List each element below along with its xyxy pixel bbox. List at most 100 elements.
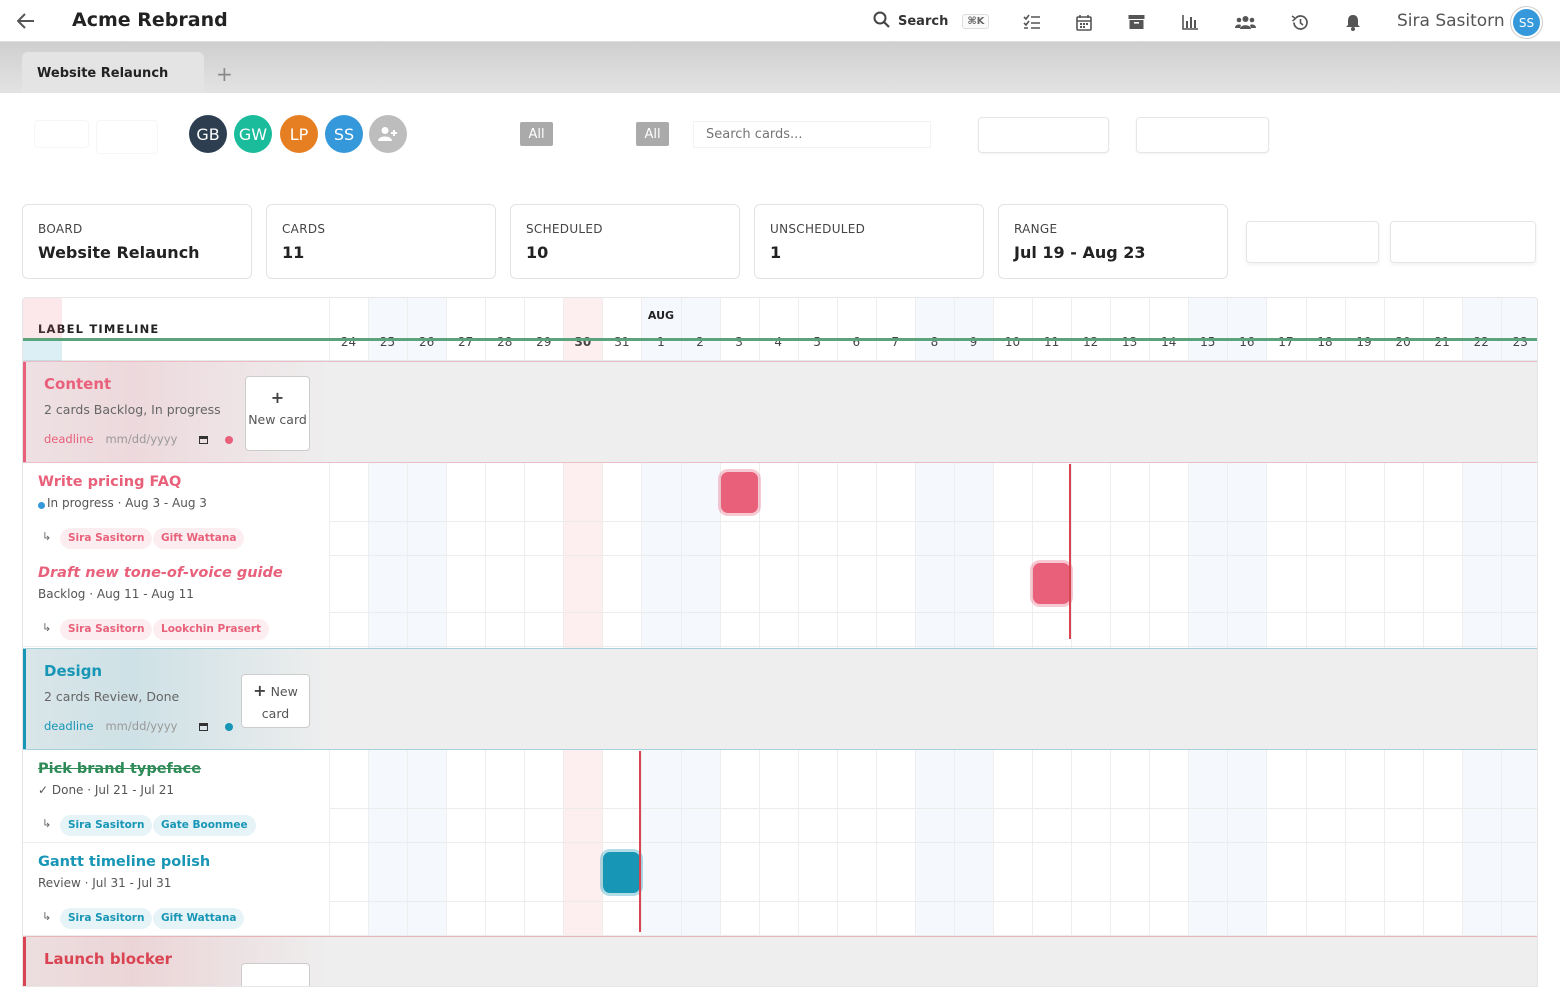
task-name[interactable]: Gantt timeline polish bbox=[38, 854, 211, 870]
assignee-tag[interactable]: Sira Sasitorn bbox=[60, 528, 153, 549]
history-icon[interactable] bbox=[1290, 12, 1310, 32]
stat-value: 1 bbox=[770, 243, 782, 262]
stat-key: CARDS bbox=[282, 222, 326, 236]
member-avatar[interactable]: GW bbox=[234, 115, 272, 153]
add-tab-button[interactable]: + bbox=[216, 62, 233, 86]
stat-value: Jul 19 - Aug 23 bbox=[1014, 243, 1146, 262]
new-card-button[interactable]: + New card bbox=[245, 376, 310, 451]
assignee-tag[interactable]: Sira Sasitorn bbox=[60, 619, 153, 640]
subtask-arrow-icon: ↳ bbox=[42, 910, 52, 923]
export-button-1[interactable] bbox=[1246, 221, 1379, 263]
task-name[interactable]: Write pricing FAQ bbox=[38, 474, 182, 490]
new-card-button[interactable]: + New card bbox=[241, 674, 310, 728]
lane-title: Design bbox=[44, 662, 103, 680]
tag-row: ↳ Sira Sasitorn Gift Wattana bbox=[23, 901, 329, 935]
day-column bbox=[329, 298, 368, 986]
stat-card-scheduled: SCHEDULED 10 bbox=[510, 204, 740, 279]
lane-color-dot bbox=[225, 723, 233, 731]
board-tab-strip: Website Relaunch + bbox=[0, 42, 1560, 93]
chart-icon[interactable] bbox=[1180, 12, 1200, 32]
day-column bbox=[1344, 298, 1384, 986]
day-number: 7 bbox=[891, 335, 900, 349]
new-card-label: New card bbox=[248, 412, 307, 427]
label-filter-pill[interactable]: All bbox=[636, 122, 669, 146]
deadline-date-input[interactable]: mm/dd/yyyy bbox=[105, 719, 178, 733]
search-button[interactable]: Search ⌘K bbox=[873, 11, 990, 32]
archive-icon[interactable] bbox=[1126, 12, 1146, 32]
day-number: 1 bbox=[657, 335, 665, 349]
day-column bbox=[1266, 298, 1305, 986]
stat-card-cards: CARDS 11 bbox=[266, 204, 496, 279]
team-icon[interactable] bbox=[1234, 12, 1256, 32]
tag-row: ↳ Sira Sasitorn Gift Wattana bbox=[23, 521, 329, 555]
plus-icon: + bbox=[270, 388, 285, 407]
stat-card-board: BOARD Website Relaunch bbox=[22, 204, 252, 279]
checklist-icon[interactable] bbox=[1022, 12, 1042, 32]
assignee-tag[interactable]: Gift Wattana bbox=[153, 908, 245, 929]
member-filter-pill[interactable]: All bbox=[520, 122, 553, 146]
row-divider bbox=[23, 646, 1537, 647]
day-column bbox=[485, 298, 524, 986]
member-avatar[interactable]: LP bbox=[280, 115, 318, 153]
toolbar-action-button-1[interactable] bbox=[978, 117, 1109, 153]
lane-design: Design 2 cards Review, Done deadline mm/dd/… bbox=[23, 648, 1537, 750]
lane-title: Content bbox=[44, 375, 112, 393]
bell-icon[interactable] bbox=[1343, 12, 1363, 32]
assignee-tag[interactable]: Sira Sasitorn bbox=[60, 815, 153, 836]
lane-deadline[interactable]: deadline mm/dd/yyyy bbox=[44, 432, 178, 446]
calendar-picker-icon[interactable] bbox=[199, 723, 208, 731]
subtask-arrow-icon: ↳ bbox=[42, 621, 52, 634]
user-name[interactable]: Sira Sasitorn bbox=[1397, 11, 1505, 31]
row-divider bbox=[23, 808, 1537, 809]
task-name[interactable]: Pick brand typeface bbox=[38, 761, 202, 777]
plus-icon: + bbox=[253, 681, 267, 700]
search-cards-input[interactable] bbox=[693, 121, 931, 148]
day-column bbox=[1032, 298, 1071, 986]
tab-website-relaunch[interactable]: Website Relaunch bbox=[22, 52, 204, 93]
assignee-tag[interactable]: Gate Boonmee bbox=[153, 815, 256, 836]
assignee-tag[interactable]: Lookchin Prasert bbox=[153, 619, 270, 640]
deadline-date-input[interactable]: mm/dd/yyyy bbox=[105, 432, 178, 446]
task-row[interactable]: Write pricing FAQ In progress · Aug 3 - A… bbox=[23, 464, 329, 521]
view-toggle-left[interactable] bbox=[34, 120, 89, 148]
task-name[interactable]: Draft new tone-of-voice guide bbox=[38, 565, 283, 581]
lane-color-dot bbox=[225, 436, 233, 444]
day-number: 8 bbox=[930, 335, 939, 349]
task-bar-shadow bbox=[23, 341, 63, 361]
user-avatar[interactable]: SS bbox=[1511, 7, 1542, 38]
task-row[interactable]: Pick brand typeface ✓ Done · Jul 21 - Jul… bbox=[23, 751, 329, 808]
day-number: 4 bbox=[774, 335, 782, 349]
task-bar[interactable] bbox=[603, 852, 641, 893]
day-column bbox=[446, 298, 485, 986]
assignee-tag[interactable]: Gift Wattana bbox=[153, 528, 245, 549]
day-number: 2 bbox=[696, 335, 704, 349]
member-avatar[interactable]: SS bbox=[325, 115, 363, 153]
stat-key: RANGE bbox=[1014, 222, 1058, 236]
assignee-tag[interactable]: Sira Sasitorn bbox=[60, 908, 153, 929]
stat-card-range: RANGE Jul 19 - Aug 23 bbox=[998, 204, 1228, 279]
member-avatar[interactable]: GB bbox=[189, 115, 227, 153]
today-marker bbox=[639, 751, 642, 932]
day-column bbox=[602, 298, 641, 986]
row-divider bbox=[23, 555, 1537, 556]
add-member-icon[interactable] bbox=[369, 115, 407, 153]
back-arrow-icon[interactable] bbox=[14, 9, 38, 33]
task-bar[interactable] bbox=[720, 472, 758, 513]
task-meta: In progress · Aug 3 - Aug 3 bbox=[38, 496, 207, 510]
toolbar-action-button-2[interactable] bbox=[1136, 117, 1269, 153]
day-column bbox=[1422, 298, 1462, 986]
lane-deadline[interactable]: deadline mm/dd/yyyy bbox=[44, 719, 178, 733]
day-column bbox=[719, 298, 759, 986]
task-bar[interactable] bbox=[1033, 563, 1071, 604]
lane-content: Content 2 cards Backlog, In progress deadl… bbox=[23, 361, 1537, 463]
export-button-2[interactable] bbox=[1390, 221, 1536, 263]
task-row[interactable]: Gantt timeline polish Review · Jul 31 - J… bbox=[23, 844, 329, 901]
task-row[interactable]: Draft new tone-of-voice guide Backlog · A… bbox=[23, 555, 329, 612]
top-bar: Acme Rebrand Search ⌘K Sira Sasitorn SS bbox=[0, 0, 1560, 42]
calendar-icon[interactable] bbox=[1074, 12, 1094, 32]
view-toggle-right[interactable] bbox=[96, 120, 158, 154]
day-column bbox=[836, 298, 876, 986]
day-number: 9 bbox=[969, 335, 978, 349]
task-meta: ✓ Done · Jul 21 - Jul 21 bbox=[38, 783, 174, 797]
calendar-picker-icon[interactable] bbox=[199, 436, 208, 444]
